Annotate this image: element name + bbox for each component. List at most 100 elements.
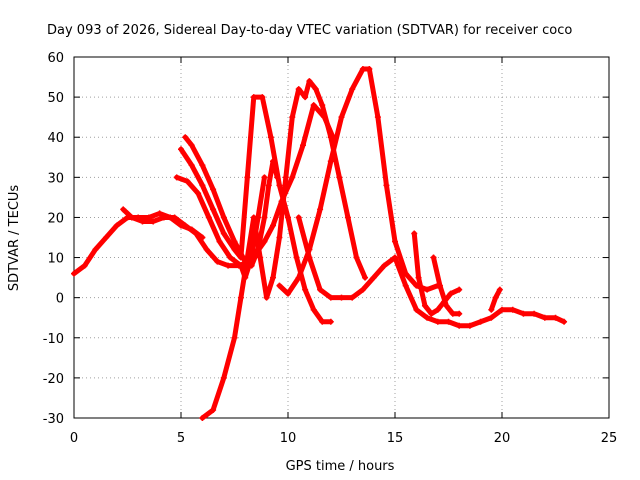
chart-title: Day 093 of 2026, Sidereal Day-to-day VTE… — [47, 23, 572, 38]
data-point — [443, 302, 450, 309]
data-point — [237, 294, 244, 301]
series-sat-c — [173, 174, 268, 281]
data-point — [430, 254, 437, 261]
data-point — [449, 310, 456, 317]
data-point — [199, 162, 206, 169]
data-point — [263, 294, 270, 301]
data-point — [362, 274, 369, 281]
data-point — [541, 314, 548, 321]
data-point — [231, 238, 238, 245]
data-point — [210, 206, 217, 213]
y-tick-label: 50 — [47, 91, 64, 106]
series-sat-j — [430, 254, 463, 317]
y-tick-label: -20 — [43, 372, 64, 387]
data-point — [415, 274, 422, 281]
data-point — [359, 66, 366, 73]
data-point — [248, 262, 255, 269]
y-tick-label: 30 — [47, 171, 64, 186]
series-sat-g — [276, 66, 441, 297]
axis-ticks: 0 5 10 15 20 25 -30 -20 -10 0 10 20 30 40 50 60 — [43, 51, 618, 446]
y-tick-label: 0 — [56, 292, 64, 307]
data-point — [231, 334, 238, 341]
data-point — [552, 314, 559, 321]
data-point — [250, 94, 257, 101]
data-point — [327, 158, 334, 165]
data-point — [182, 134, 189, 141]
data-point — [295, 86, 302, 93]
data-point — [392, 254, 398, 261]
data-point — [203, 246, 210, 253]
data-point — [293, 254, 300, 261]
data-point — [81, 262, 88, 269]
data-point — [156, 210, 163, 217]
data-point — [173, 174, 180, 181]
data-point — [178, 146, 184, 153]
data-point — [421, 302, 428, 309]
data-point — [289, 114, 296, 121]
data-point — [319, 102, 326, 109]
x-tick-label: 5 — [177, 431, 185, 446]
data-point — [120, 206, 127, 213]
data-point — [310, 102, 317, 109]
data-point — [302, 286, 309, 293]
data-point — [456, 286, 463, 293]
data-point — [561, 318, 568, 325]
data-point — [434, 306, 441, 313]
data-point — [520, 310, 527, 317]
data-point — [214, 258, 221, 265]
data-point — [477, 318, 484, 325]
data-point — [402, 282, 409, 289]
data-point — [295, 214, 302, 221]
data-point — [336, 174, 343, 181]
y-tick-label: -30 — [43, 412, 64, 427]
data-point — [289, 174, 296, 181]
y-tick-label: 10 — [47, 252, 64, 267]
data-point — [285, 290, 291, 297]
data-point — [195, 190, 202, 197]
data-point — [171, 214, 178, 221]
data-point — [250, 214, 257, 221]
data-point — [244, 174, 251, 181]
data-point — [220, 374, 227, 381]
data-point — [445, 318, 452, 325]
data-point — [205, 214, 212, 221]
data-point — [359, 286, 366, 293]
data-point — [276, 234, 283, 241]
data-point — [488, 314, 495, 321]
data-point — [128, 214, 135, 221]
x-tick-label: 20 — [494, 431, 511, 446]
y-tick-label: -10 — [43, 332, 64, 347]
data-point — [349, 86, 356, 93]
data-point — [424, 286, 431, 293]
data-point — [220, 214, 227, 221]
x-tick-label: 0 — [70, 431, 78, 446]
data-point — [424, 314, 431, 321]
data-point — [225, 262, 232, 269]
data-point — [338, 114, 345, 121]
data-point — [436, 282, 443, 289]
series-trace — [296, 214, 567, 329]
x-tick-label: 15 — [387, 431, 404, 446]
data-point — [349, 294, 356, 301]
data-point — [383, 182, 390, 189]
data-point — [259, 94, 266, 101]
data-point — [370, 274, 377, 281]
data-point — [392, 238, 398, 245]
data-point — [295, 274, 302, 281]
data-point — [488, 306, 495, 313]
data-point — [199, 182, 206, 189]
data-point — [509, 306, 516, 313]
data-point — [366, 66, 373, 73]
data-point — [466, 322, 473, 329]
data-point — [270, 222, 277, 229]
data-point — [103, 234, 110, 241]
data-point — [299, 142, 306, 149]
x-tick-label: 25 — [601, 431, 618, 446]
data-point — [150, 218, 157, 225]
data-point — [374, 114, 381, 121]
data-point — [447, 290, 454, 297]
series-sat-k — [488, 286, 503, 313]
data-point — [276, 282, 283, 289]
data-point — [265, 182, 272, 189]
data-point — [302, 94, 309, 101]
